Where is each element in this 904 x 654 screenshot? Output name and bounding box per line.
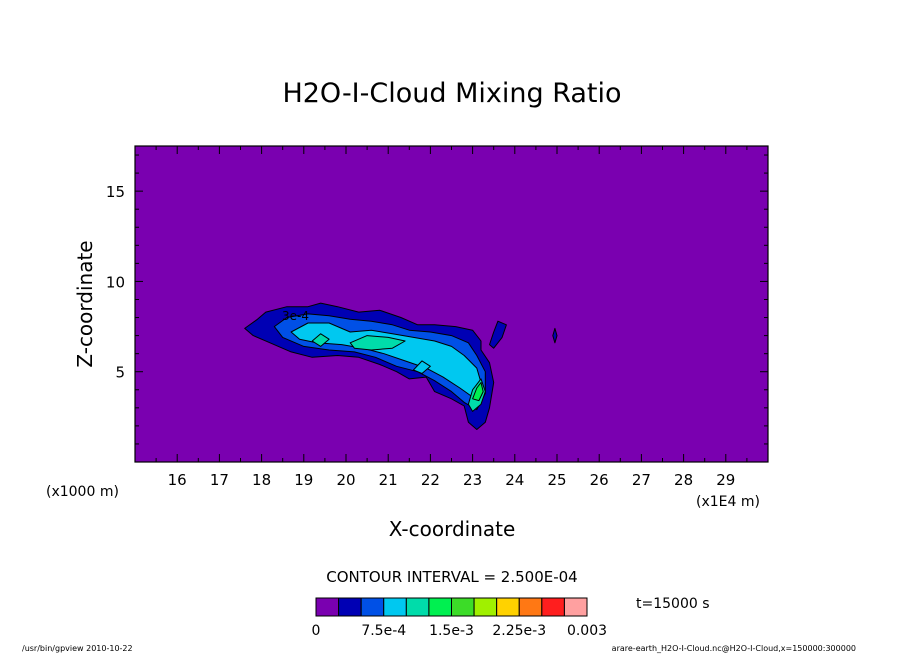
- x-axis-label: X-coordinate: [389, 517, 516, 541]
- x-tick-label-11: 27: [632, 471, 651, 489]
- colorbar-tick-label-4: 0.003: [567, 623, 607, 639]
- colorbar-tick-label-0: 0: [312, 623, 321, 639]
- x-tick-label-12: 28: [674, 471, 693, 489]
- colorbar: 0 7.5e-4 1.5e-3 2.25e-3 0.003: [312, 597, 607, 639]
- x-unit-left: (x1000 m): [46, 484, 119, 500]
- colorbar-swatch-7: [473, 597, 498, 617]
- colorbar-swatch-4: [405, 597, 430, 617]
- footer-left: /usr/bin/gpview 2010-10-22: [22, 644, 133, 653]
- axis-ticks: 16 17 18 19 20 21 22 23 24 25 26 27 28 29 5 10 15: [106, 146, 768, 489]
- x-unit-right: (x1E4 m): [696, 494, 760, 510]
- x-tick-label-8: 24: [505, 471, 524, 489]
- colorbar-swatch-9: [518, 597, 543, 617]
- x-tick-label-9: 25: [547, 471, 566, 489]
- x-tick-label-5: 21: [379, 471, 398, 489]
- colorbar-swatch-11: [563, 597, 588, 617]
- x-tick-label-10: 26: [590, 471, 609, 489]
- colorbar-swatch-8: [496, 597, 520, 617]
- colorbar-swatch-10: [541, 597, 565, 617]
- plot-area: [135, 146, 768, 462]
- x-tick-label-0: 16: [168, 471, 187, 489]
- colorbar-tick-label-1: 7.5e-4: [361, 623, 406, 639]
- x-tick-label-4: 20: [336, 471, 355, 489]
- contour-regions: [244, 302, 558, 430]
- y-tick-label-2: 15: [106, 183, 125, 201]
- colorbar-tick-label-2: 1.5e-3: [429, 623, 474, 639]
- x-tick-label-6: 22: [421, 471, 440, 489]
- colorbar-swatch-3: [383, 597, 407, 617]
- x-tick-label-2: 18: [252, 471, 271, 489]
- colorbar-swatch-5: [428, 597, 452, 617]
- contour-region-7: [472, 382, 484, 402]
- time-label: t=15000 s: [636, 596, 710, 612]
- y-tick-label-0: 5: [115, 364, 125, 382]
- footer-right: arare-earth_H2O-I-Cloud.nc@H2O-I-Cloud,x…: [612, 644, 856, 653]
- contour-region-9: [552, 327, 558, 344]
- colorbar-swatch-2: [360, 597, 385, 617]
- chart-title: H2O-I-Cloud Mixing Ratio: [282, 78, 621, 109]
- x-tick-label-7: 23: [463, 471, 482, 489]
- y-axis-label: Z-coordinate: [73, 240, 97, 367]
- contour-region-5: [349, 335, 406, 351]
- contour-region-4: [311, 333, 330, 347]
- colorbar-swatch-0: [315, 597, 340, 617]
- contour-region-8: [413, 360, 431, 374]
- contour-interval-label: CONTOUR INTERVAL = 2.500E-04: [326, 568, 577, 586]
- colorbar-swatch-1: [338, 597, 362, 617]
- x-tick-label-1: 17: [210, 471, 229, 489]
- x-tick-label-3: 19: [294, 471, 313, 489]
- y-tick-label-1: 10: [106, 273, 125, 291]
- colorbar-tick-label-3: 2.25e-3: [492, 623, 546, 639]
- contour-inline-label: 3e-4: [282, 309, 309, 323]
- contour-region-1: [489, 320, 507, 349]
- x-tick-label-13: 29: [716, 471, 735, 489]
- colorbar-swatch-6: [451, 597, 475, 617]
